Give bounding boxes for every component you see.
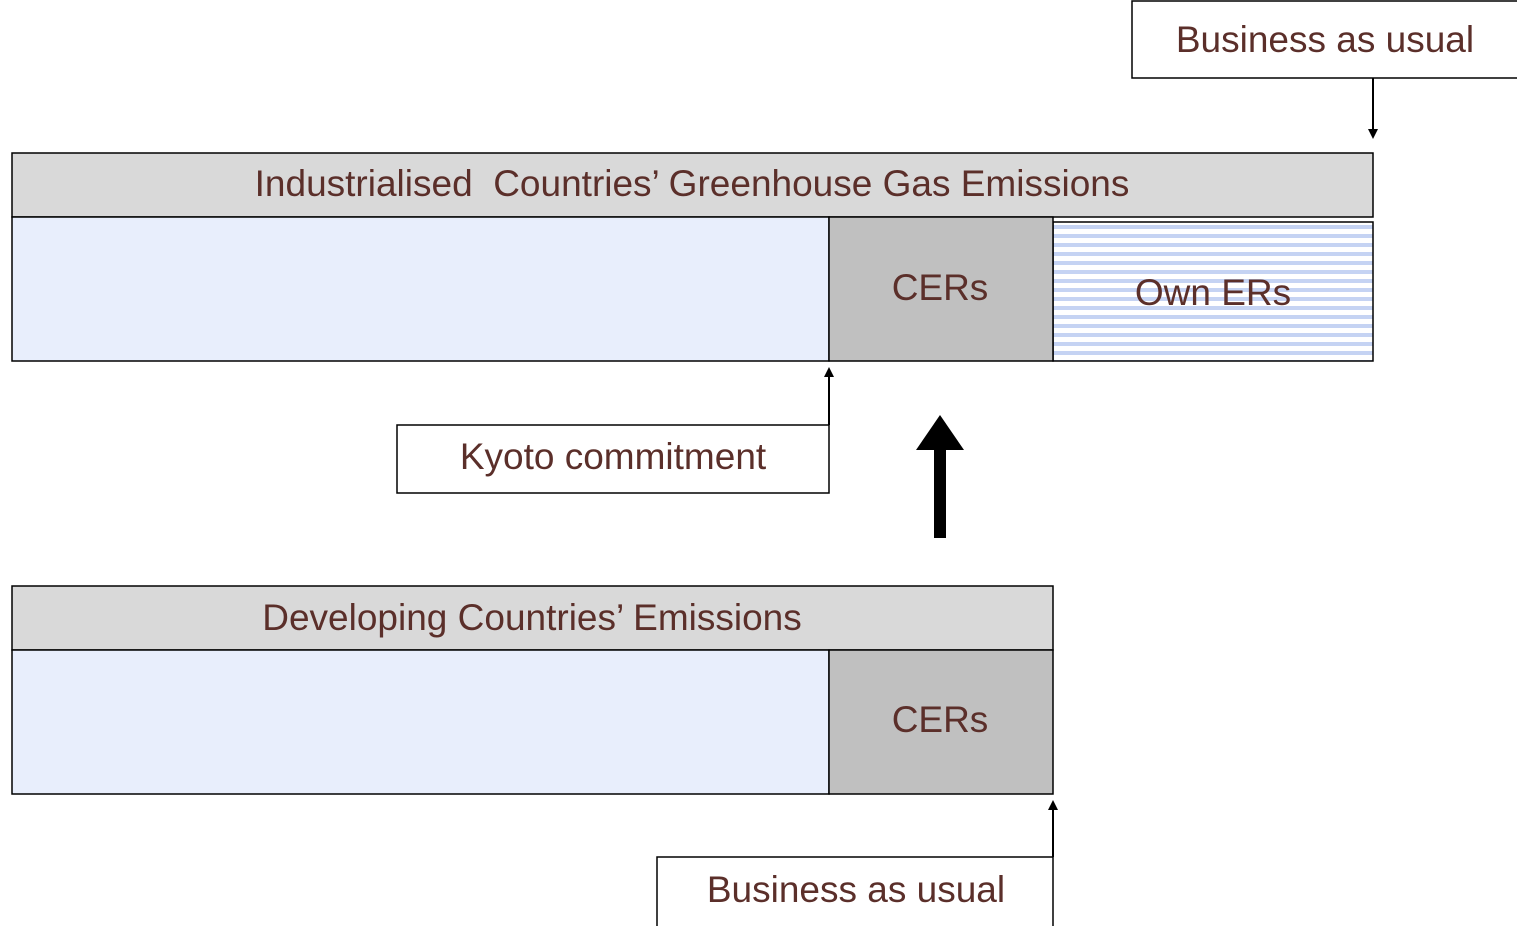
segment-label: CERs: [892, 267, 989, 308]
cers-segment: [828, 649, 1054, 795]
cers-segment: [828, 216, 1054, 362]
label: Business as usual: [1176, 19, 1474, 60]
label-box: [396, 424, 830, 494]
bar-segment: [11, 649, 830, 795]
bar-segment: [11, 216, 830, 362]
bar-title: Industrialised Countries’ Greenhouse Gas…: [255, 163, 1130, 204]
label-box: [656, 856, 1054, 926]
label: Business as usual: [707, 869, 1005, 910]
label-box: [1131, 0, 1517, 79]
bar-header: [11, 152, 1374, 218]
bar-title: Developing Countries’ Emissions: [262, 597, 801, 638]
label: Kyoto commitment: [460, 436, 767, 477]
transfer-arrow-head: [916, 415, 964, 450]
bar-header: [11, 585, 1054, 651]
segment-label: CERs: [892, 699, 989, 740]
transfer-arrow-shaft: [934, 445, 946, 538]
segment-label: Own ERs: [1135, 272, 1291, 313]
